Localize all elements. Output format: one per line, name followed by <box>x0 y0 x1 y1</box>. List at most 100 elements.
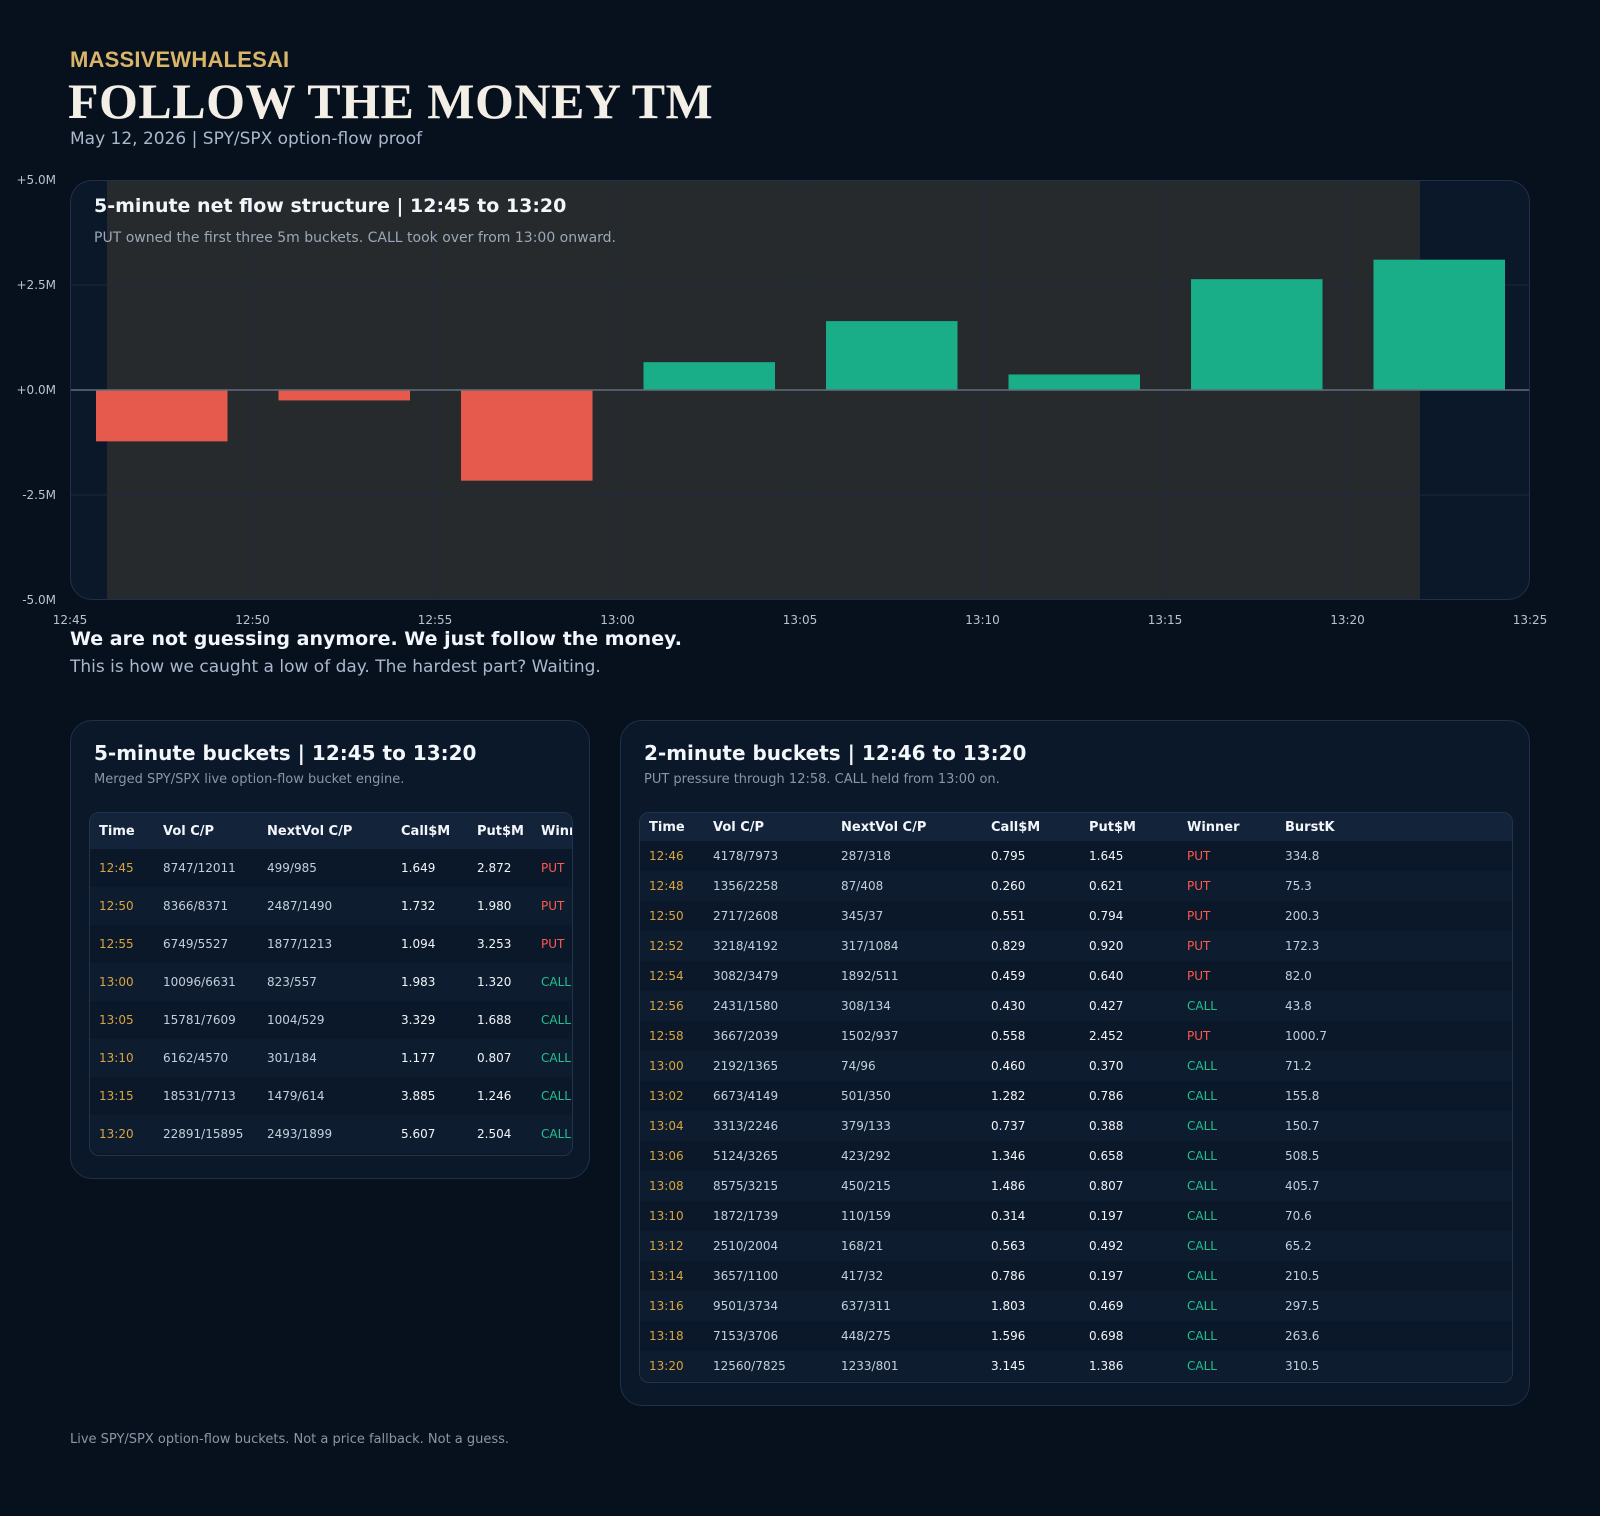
bar-13:00 <box>643 362 775 390</box>
net-flow-chart: +5.0M +2.5M +0.0M -2.5M -5.0M 12:45 12:50 12:55… <box>17 173 1548 627</box>
table-cell: 2431/1580 <box>704 991 832 1021</box>
table-cell: 6749/5527 <box>163 937 229 951</box>
bar-13:20 <box>1373 259 1505 390</box>
table-cell: 1479/614 <box>267 1089 325 1103</box>
table-cell: 1502/937 <box>841 1029 899 1043</box>
table-cell: 0.558 <box>991 1029 1026 1043</box>
table-cell: CALL <box>532 963 572 1001</box>
table-cell: 0.427 <box>1080 991 1178 1021</box>
table-cell: 1.732 <box>392 887 468 925</box>
table-cell: 3657/1100 <box>713 1269 779 1283</box>
table-cell: CALL <box>1187 1149 1217 1163</box>
table-cell: 308/134 <box>832 991 982 1021</box>
table-row: 13:00 10096/6631 823/557 1.983 1.320 CALL <box>90 963 572 1001</box>
table-cell: CALL <box>1178 991 1276 1021</box>
bar-13:10 <box>1008 374 1140 390</box>
table-cell: 1.983 <box>392 963 468 1001</box>
table-cell: 2.452 <box>1089 1029 1124 1043</box>
table-cell: 65.2 <box>1276 1231 1512 1261</box>
table-cell: 1.596 <box>991 1329 1026 1343</box>
bar-12:50 <box>278 390 410 401</box>
table-cell: 6162/4570 <box>154 1039 258 1077</box>
two-minute-title: 2-minute buckets | 12:46 to 13:20 <box>644 741 1027 765</box>
table-cell: 13:20 <box>90 1115 154 1153</box>
table-cell: 0.807 <box>1080 1171 1178 1201</box>
table-cell: 2510/2004 <box>704 1231 832 1261</box>
table-cell: 2487/1490 <box>258 887 392 925</box>
table-cell: 74/96 <box>832 1051 982 1081</box>
table-cell: 1004/529 <box>267 1013 325 1027</box>
table-cell: 75.3 <box>1276 871 1512 901</box>
column-header: Call$M <box>392 813 468 849</box>
table-cell: 200.3 <box>1285 909 1320 923</box>
footer-note: Live SPY/SPX option-flow buckets. Not a … <box>70 1432 510 1447</box>
table-cell: 13:00 <box>640 1051 704 1081</box>
two-minute-subtitle: PUT pressure through 12:58. CALL held fr… <box>644 772 1000 787</box>
table-cell: 168/21 <box>832 1231 982 1261</box>
x-tick-label: 12:45 <box>53 613 88 627</box>
chart-title: 5-minute net flow structure | 12:45 to 1… <box>94 195 567 217</box>
table-cell: 155.8 <box>1285 1089 1320 1103</box>
table-cell: 1.688 <box>477 1013 512 1027</box>
two-minute-table: Time Vol C/P NextVol C/P Call$M Put$M Winner B… <box>640 813 1512 1381</box>
table-row: 13:10 6162/4570 301/184 1.177 0.807 CALL <box>90 1039 572 1077</box>
table-cell: 13:10 <box>649 1209 684 1223</box>
table-cell: 3.329 <box>401 1013 436 1027</box>
table-cell: 13:05 <box>99 1013 134 1027</box>
table-cell: 0.430 <box>982 991 1080 1021</box>
table-cell: 1.320 <box>468 963 532 1001</box>
table-cell: 1.246 <box>477 1089 512 1103</box>
table-cell: 508.5 <box>1285 1149 1320 1163</box>
page-title: FOLLOW THE MONEY TM <box>68 73 714 129</box>
column-header: Vol C/P <box>704 813 832 841</box>
table-cell: 301/184 <box>258 1039 392 1077</box>
two-minute-card: 2-minute buckets | 12:46 to 13:20 PUT pr… <box>620 720 1530 1406</box>
table-cell: 12:45 <box>99 861 134 875</box>
table-cell: 15781/7609 <box>163 1013 236 1027</box>
bar-13:15 <box>1191 279 1323 390</box>
table-cell: 9501/3734 <box>704 1291 832 1321</box>
table-cell: 297.5 <box>1276 1291 1512 1321</box>
table-cell: 10096/6631 <box>154 963 258 1001</box>
x-tick-label: 13:25 <box>1513 613 1548 627</box>
bar-12:45 <box>96 390 228 442</box>
table-cell: 423/292 <box>841 1149 891 1163</box>
table-cell: 3218/4192 <box>704 931 832 961</box>
table-cell: 405.7 <box>1276 1171 1512 1201</box>
y-tick-label: -2.5M <box>22 488 56 502</box>
table-cell: 13:00 <box>90 963 154 1001</box>
table-cell: CALL <box>1187 1209 1217 1223</box>
x-tick-label: 12:50 <box>235 613 270 627</box>
column-header: Winner <box>532 813 572 849</box>
table-row: 12:46 4178/7973 287/318 0.795 1.645 PUT 334.8 <box>640 841 1512 871</box>
table-cell: 0.551 <box>991 909 1026 923</box>
column-header: Put$M <box>1080 813 1178 841</box>
two-minute-table-wrap: Time Vol C/P NextVol C/P Call$M Put$M Winner B… <box>639 812 1513 1383</box>
table-cell: 3313/2246 <box>704 1111 832 1141</box>
table-cell: 417/32 <box>841 1269 884 1283</box>
table-cell: 2192/1365 <box>704 1051 832 1081</box>
table-cell: 334.8 <box>1285 849 1320 863</box>
table-cell: 1000.7 <box>1285 1029 1327 1043</box>
x-tick-label: 13:05 <box>783 613 818 627</box>
table-cell: 5124/3265 <box>713 1149 779 1163</box>
table-cell: 1.803 <box>982 1291 1080 1321</box>
table-cell: PUT <box>1187 849 1211 863</box>
table-cell: 0.621 <box>1080 871 1178 901</box>
table-cell: 13:12 <box>640 1231 704 1261</box>
table-row: 12:58 3667/2039 1502/937 0.558 2.452 PUT 1000.… <box>640 1021 1512 1051</box>
table-cell: 0.640 <box>1089 969 1124 983</box>
column-header: Time <box>90 813 154 849</box>
table-cell: 823/557 <box>258 963 392 1001</box>
table-row: 13:12 2510/2004 168/21 0.563 0.492 CALL 65.2 <box>640 1231 1512 1261</box>
table-cell: 501/350 <box>841 1089 891 1103</box>
table-cell: 379/133 <box>832 1111 982 1141</box>
table-cell: 13:04 <box>640 1111 704 1141</box>
x-tick-label: 13:10 <box>965 613 1000 627</box>
table-row: 13:16 9501/3734 637/311 1.803 0.469 CALL 297.5 <box>640 1291 1512 1321</box>
table-cell: CALL <box>1178 1351 1276 1381</box>
table-cell: CALL <box>1187 1089 1217 1103</box>
table-cell: CALL <box>1178 1291 1276 1321</box>
